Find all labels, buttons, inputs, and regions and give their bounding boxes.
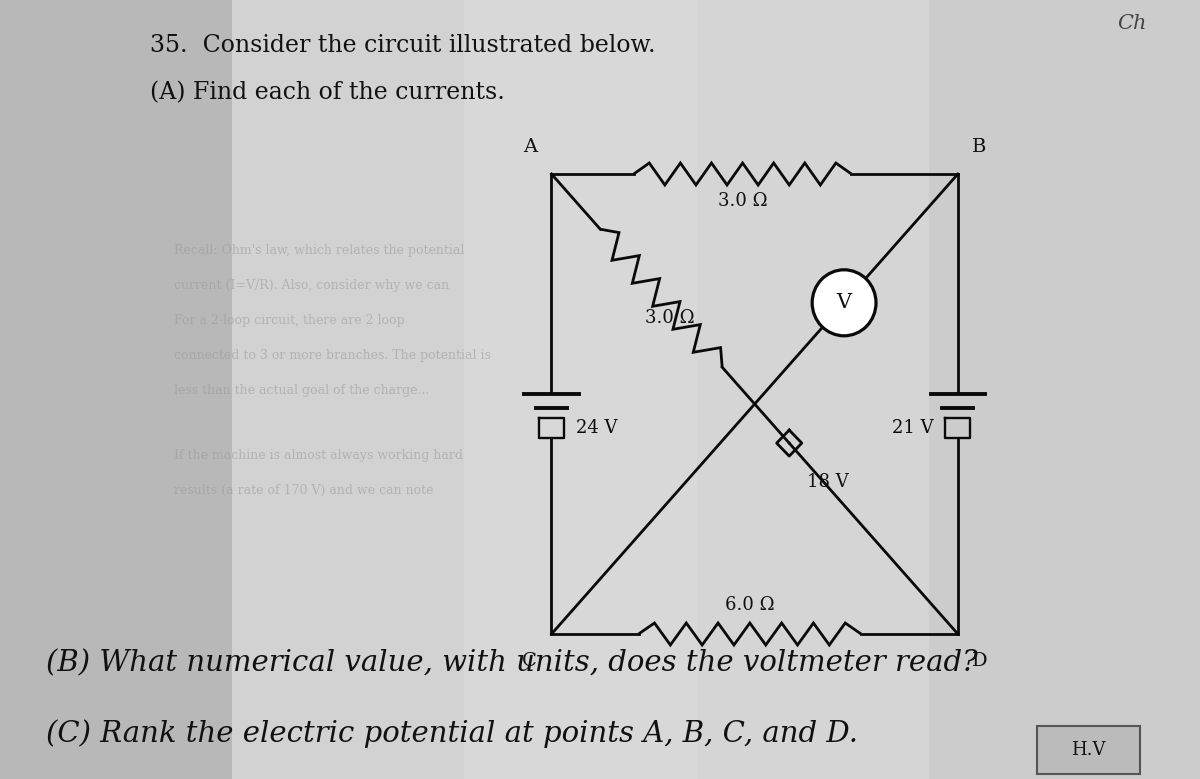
Text: results (a rate of 170 V) and we can note: results (a rate of 170 V) and we can not… — [174, 484, 433, 497]
Text: less than the actual goal of the charge...: less than the actual goal of the charge.… — [174, 384, 430, 397]
Text: 24 V: 24 V — [576, 419, 617, 437]
Text: For a 2-loop circuit, there are 2 loop: For a 2-loop circuit, there are 2 loop — [174, 314, 404, 327]
Text: 21 V: 21 V — [892, 419, 934, 437]
FancyBboxPatch shape — [1037, 726, 1140, 774]
Bar — [697, 0, 929, 779]
Text: (A) Find each of the currents.: (A) Find each of the currents. — [150, 81, 505, 104]
Text: V: V — [836, 294, 852, 312]
Bar — [0, 0, 233, 779]
Text: C: C — [522, 652, 536, 670]
Text: 3.0 Ω: 3.0 Ω — [718, 192, 768, 210]
Text: A: A — [523, 138, 536, 156]
Text: 35.  Consider the circuit illustrated below.: 35. Consider the circuit illustrated bel… — [150, 34, 655, 57]
Text: Ch: Ch — [1117, 14, 1146, 33]
Bar — [464, 0, 697, 779]
Text: 3.0 Ω: 3.0 Ω — [644, 309, 695, 327]
Text: H.V: H.V — [1072, 741, 1105, 759]
Text: B: B — [972, 138, 986, 156]
Text: D: D — [972, 652, 988, 670]
Text: (B) What numerical value, with units, does the voltmeter read?: (B) What numerical value, with units, do… — [47, 649, 978, 677]
Text: Recall: Ohm's law, which relates the potential: Recall: Ohm's law, which relates the pot… — [174, 244, 464, 257]
Text: (C) Rank the electric potential at points A, B, C, and D.: (C) Rank the electric potential at point… — [47, 719, 858, 748]
Text: If the machine is almost always working hard: If the machine is almost always working … — [174, 449, 463, 462]
Text: 18 V: 18 V — [806, 473, 848, 491]
Text: connected to 3 or more branches. The potential is: connected to 3 or more branches. The pot… — [174, 349, 491, 362]
Circle shape — [812, 270, 876, 336]
Text: 6.0 Ω: 6.0 Ω — [725, 596, 775, 614]
Bar — [233, 0, 464, 779]
Bar — [929, 0, 1162, 779]
Text: current (I=V/R). Also, consider why we can: current (I=V/R). Also, consider why we c… — [174, 279, 449, 292]
